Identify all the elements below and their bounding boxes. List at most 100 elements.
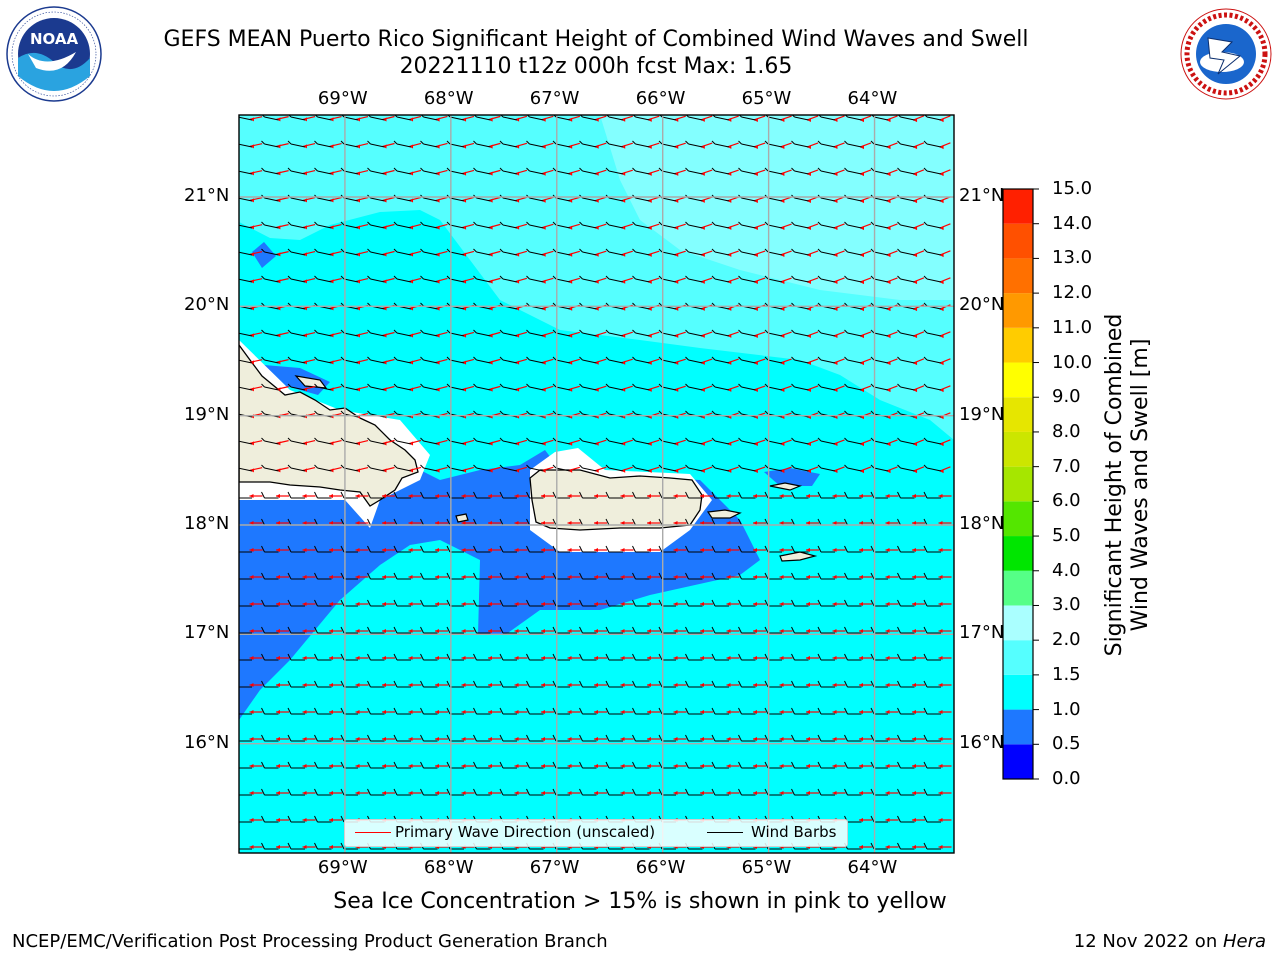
primary-wave-arrow: [673, 575, 687, 579]
primary-wave-arrow: [621, 169, 633, 176]
lat-label-right: 17°N: [959, 622, 1005, 644]
primary-wave-arrow: [780, 142, 792, 149]
wind-barb: [340, 491, 358, 499]
wind-barb: [393, 275, 412, 283]
primary-wave-arrow: [859, 764, 872, 768]
wind-barb: [711, 761, 729, 769]
primary-wave-arrow: [700, 466, 713, 473]
primary-wave-arrow: [886, 385, 898, 393]
primary-wave-arrow: [726, 521, 740, 525]
wind-barb: [605, 248, 624, 256]
primary-wave-arrow: [276, 764, 289, 768]
primary-wave-arrow: [621, 358, 633, 365]
primary-wave-arrow: [408, 737, 422, 741]
wind-barb: [870, 842, 888, 850]
wind-barb: [658, 707, 676, 715]
wind-barb: [261, 140, 279, 148]
wind-barb: [314, 329, 332, 337]
primary-wave-arrow: [806, 223, 819, 231]
primary-wave-arrow: [249, 116, 263, 122]
wind-barb: [340, 572, 358, 580]
primary-wave-arrow: [859, 845, 872, 849]
primary-wave-arrow: [329, 818, 342, 822]
wind-barb: [605, 680, 623, 688]
primary-wave-arrow: [674, 142, 686, 149]
wind-barb: [685, 248, 703, 256]
wind-barb: [897, 248, 915, 256]
wind-barb: [499, 599, 517, 607]
primary-wave-arrow: [621, 223, 633, 230]
primary-wave-arrow: [355, 656, 369, 660]
primary-wave-arrow: [673, 656, 687, 660]
primary-wave-arrow: [249, 818, 263, 822]
wind-barb: [473, 572, 491, 580]
lat-label-right: 19°N: [959, 403, 1005, 425]
lat-label-right: 21°N: [959, 185, 1005, 206]
wind-barb: [658, 572, 676, 580]
primary-wave-arrow: [355, 439, 369, 446]
wind-barb: [393, 626, 411, 634]
wind-barb: [632, 491, 650, 499]
primary-wave-arrow: [302, 602, 316, 606]
primary-wave-arrow: [938, 683, 952, 687]
primary-wave-arrow: [726, 656, 740, 660]
colorbar-tick-label: 10.0: [1052, 351, 1093, 373]
wind-barb: [897, 329, 915, 337]
lat-label-left: 17°N: [184, 622, 230, 644]
primary-wave-arrow: [647, 710, 660, 714]
primary-wave-arrow: [673, 521, 687, 525]
wind-barb: [261, 842, 279, 850]
primary-wave-arrow: [514, 466, 528, 473]
wind-barb: [923, 572, 941, 580]
colorbar-frame: [1002, 188, 1034, 780]
wind-barb: [340, 275, 359, 283]
wind-barb: [446, 329, 465, 337]
primary-wave-arrow: [779, 602, 793, 606]
primary-wave-arrow: [753, 277, 766, 284]
wind-barb: [764, 167, 783, 175]
wind-barb: [367, 437, 385, 445]
primary-wave-arrow: [594, 791, 607, 795]
wind-barb: [870, 248, 889, 256]
wind-barb: [261, 707, 279, 715]
wind-barb: [526, 761, 544, 769]
primary-wave-arrow: [488, 548, 501, 552]
chart-title: GEFS MEAN Puerto Rico Significant Height…: [163, 27, 1029, 52]
wind-barb: [658, 383, 677, 391]
wind-barb: [764, 734, 782, 742]
primary-wave-arrow: [302, 332, 316, 338]
wind-barb: [923, 167, 942, 175]
gridlines: [239, 115, 954, 853]
wind-barb: [287, 356, 306, 364]
wind-barb: [287, 815, 305, 823]
primary-wave-arrow: [302, 197, 316, 203]
wind-barb: [897, 680, 915, 688]
primary-wave-arrow: [939, 277, 951, 285]
wind-barb: [526, 788, 544, 796]
wind-barb: [764, 653, 782, 661]
primary-wave-arrow: [276, 710, 289, 714]
primary-wave-arrow: [806, 331, 819, 339]
primary-wave-arrow: [886, 169, 898, 177]
wind-barb: [473, 464, 491, 472]
wind-barb: [340, 788, 358, 796]
primary-wave-arrow: [674, 115, 686, 122]
wind-barb: [685, 653, 703, 661]
primary-wave-arrow: [674, 250, 686, 257]
sea-ice-caption: Sea Ice Concentration > 15% is shown in …: [333, 889, 947, 914]
primary-wave-arrow: [488, 791, 501, 795]
primary-wave-arrow: [727, 385, 739, 392]
wind-barb: [579, 248, 597, 256]
wind-barb: [579, 788, 597, 796]
primary-wave-arrow: [674, 385, 686, 392]
primary-wave-arrow: [620, 764, 634, 768]
wind-barb: [870, 464, 889, 472]
wind-barb: [393, 437, 412, 445]
wind-barb: [287, 329, 306, 337]
primary-wave-arrow: [568, 358, 580, 365]
wind-barb: [526, 707, 544, 715]
wind-barb: [239, 359, 253, 364]
wind-barb: [340, 248, 359, 256]
primary-wave-arrow: [779, 710, 793, 714]
colorbar-tick-label: 9.0: [1052, 386, 1081, 408]
